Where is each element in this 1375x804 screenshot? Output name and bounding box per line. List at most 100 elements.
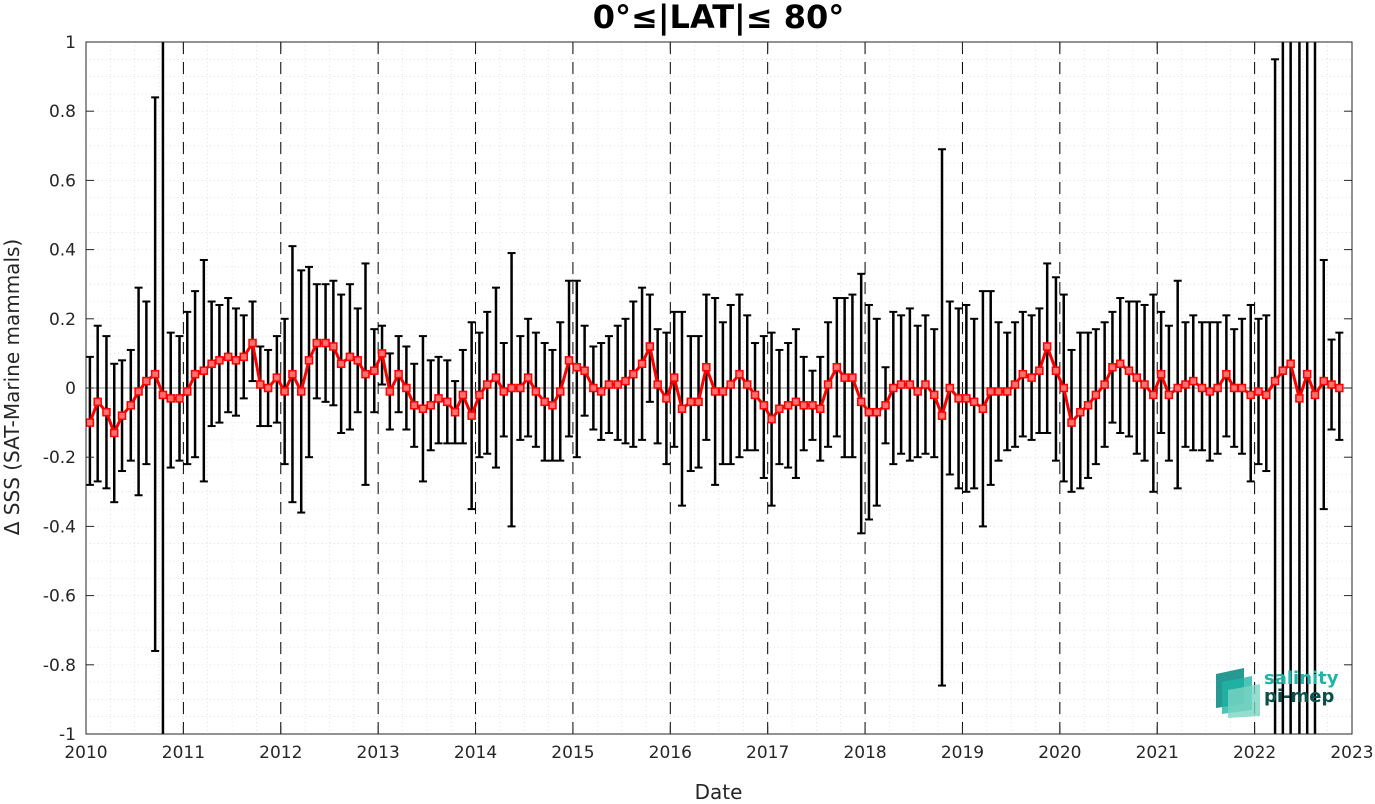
data-point bbox=[531, 387, 541, 396]
data-point bbox=[791, 397, 801, 407]
x-tick-label: 2014 bbox=[454, 743, 497, 763]
data-point bbox=[215, 356, 224, 365]
data-point bbox=[637, 359, 647, 369]
data-point bbox=[516, 383, 525, 393]
data-point bbox=[475, 390, 484, 400]
data-point bbox=[572, 362, 582, 372]
data-point bbox=[662, 394, 671, 403]
y-tick-label: 0 bbox=[65, 379, 76, 399]
data-point bbox=[548, 401, 557, 410]
data-point bbox=[523, 373, 533, 382]
data-point bbox=[361, 369, 370, 379]
data-point bbox=[1059, 383, 1068, 393]
data-point bbox=[864, 407, 874, 417]
data-point bbox=[1213, 383, 1222, 393]
data-point bbox=[1149, 390, 1158, 400]
data-point bbox=[580, 366, 589, 375]
data-point bbox=[856, 397, 866, 407]
data-point bbox=[1254, 387, 1263, 396]
x-tick-label: 2010 bbox=[64, 743, 107, 763]
data-point bbox=[296, 387, 306, 396]
data-point bbox=[134, 387, 143, 396]
data-point bbox=[263, 383, 273, 393]
data-point bbox=[1246, 390, 1255, 400]
data-point bbox=[823, 380, 833, 389]
data-point bbox=[1262, 390, 1271, 400]
salinity-pi-mep-logo: salinity pi-mep bbox=[1214, 664, 1344, 718]
data-point bbox=[409, 401, 419, 410]
data-point bbox=[1173, 383, 1182, 393]
data-point bbox=[304, 356, 314, 365]
data-point bbox=[969, 397, 979, 407]
data-point bbox=[694, 397, 703, 407]
data-point bbox=[450, 407, 460, 417]
data-point bbox=[336, 359, 346, 369]
data-point bbox=[434, 394, 443, 403]
data-point bbox=[978, 404, 988, 414]
data-point bbox=[482, 380, 492, 389]
data-point bbox=[443, 397, 452, 407]
data-point bbox=[190, 369, 200, 379]
data-point bbox=[954, 394, 963, 403]
data-point bbox=[799, 401, 808, 410]
data-point bbox=[158, 390, 168, 400]
data-point bbox=[353, 356, 362, 365]
data-point bbox=[1197, 383, 1207, 393]
data-point bbox=[288, 369, 297, 379]
data-point bbox=[629, 369, 638, 379]
data-point bbox=[645, 342, 655, 351]
data-point bbox=[1027, 373, 1036, 382]
data-point bbox=[1335, 383, 1344, 393]
data-point bbox=[499, 387, 509, 396]
data-point bbox=[653, 380, 662, 389]
data-point bbox=[929, 390, 939, 400]
data-point bbox=[937, 411, 947, 420]
data-point bbox=[93, 397, 102, 407]
y-tick-label: 0.2 bbox=[49, 310, 76, 330]
data-point bbox=[1042, 342, 1052, 351]
data-point bbox=[85, 418, 95, 427]
data-point bbox=[816, 404, 825, 414]
data-point bbox=[1010, 380, 1020, 389]
data-point bbox=[994, 387, 1003, 396]
y-tick-label: -0.4 bbox=[43, 517, 76, 537]
y-axis-label: Δ SSS (SAT-Marine mammals) bbox=[0, 238, 24, 536]
axis-ticks: 2010 2011 2012 2013 2014 2015 2016 2017 2018 2019… bbox=[43, 33, 1374, 763]
data-point bbox=[1124, 366, 1134, 375]
data-point bbox=[207, 359, 216, 369]
data-point bbox=[596, 387, 606, 396]
data-point bbox=[1100, 380, 1109, 389]
data-point bbox=[1205, 387, 1215, 396]
data-point bbox=[783, 401, 793, 410]
data-point bbox=[613, 380, 622, 389]
data-point bbox=[945, 383, 955, 393]
data-point bbox=[1140, 380, 1149, 389]
data-point bbox=[848, 373, 857, 382]
y-tick-label: 0.6 bbox=[49, 171, 76, 191]
data-point bbox=[735, 369, 744, 379]
data-point bbox=[872, 407, 882, 417]
data-point bbox=[564, 356, 574, 365]
data-point bbox=[458, 390, 468, 400]
data-point bbox=[775, 404, 784, 414]
data-point bbox=[1067, 418, 1076, 427]
data-point bbox=[1327, 380, 1336, 389]
data-point bbox=[418, 404, 428, 414]
data-point bbox=[1278, 366, 1288, 375]
data-point bbox=[986, 387, 995, 396]
x-tick-label: 2018 bbox=[843, 743, 886, 763]
x-tick-label: 2016 bbox=[649, 743, 692, 763]
x-tick-label: 2023 bbox=[1330, 743, 1373, 763]
data-point bbox=[1189, 376, 1198, 386]
data-point bbox=[1302, 369, 1312, 379]
data-point bbox=[742, 380, 752, 389]
data-point bbox=[370, 366, 379, 375]
data-point bbox=[199, 366, 209, 375]
logo-line1: salinity bbox=[1264, 668, 1339, 689]
data-point bbox=[840, 373, 849, 382]
data-point bbox=[540, 397, 549, 407]
data-point bbox=[256, 380, 265, 389]
data-point bbox=[231, 356, 241, 365]
data-point bbox=[767, 414, 776, 424]
